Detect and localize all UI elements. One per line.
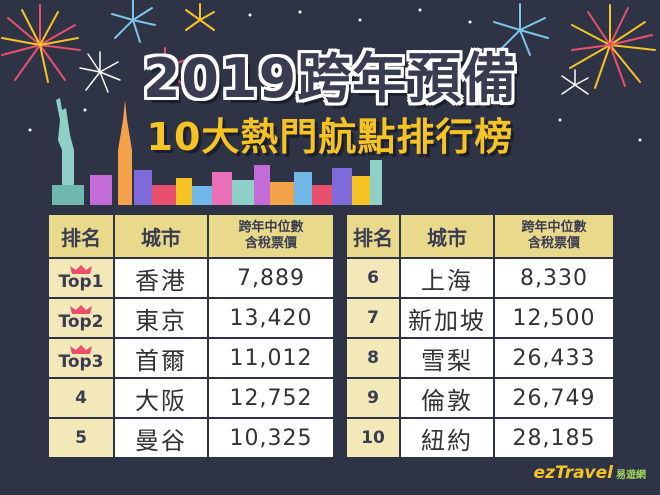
- header-city: 城市: [399, 213, 495, 259]
- firework-icon: [79, 51, 121, 93]
- rank-label: Top3: [58, 351, 104, 372]
- price-cell: 8,330: [493, 257, 615, 299]
- city-cell: 倫敦: [399, 377, 495, 419]
- crown-icon: [70, 304, 92, 314]
- table-row: 5 曼谷 10,325: [47, 417, 335, 459]
- crown-icon: [70, 344, 92, 354]
- firework-icon: [1, 4, 81, 81]
- header-price: 跨年中位數 含稅票價: [207, 213, 335, 259]
- price-cell: 11,012: [207, 337, 335, 379]
- rank-cell: 4: [47, 377, 115, 419]
- table-row: Top3 首爾 11,012: [47, 337, 335, 379]
- header-price-line1: 跨年中位數: [238, 220, 304, 235]
- table-row: 6 上海 8,330: [345, 257, 615, 299]
- city-cell: 新加坡: [399, 297, 495, 339]
- firework-icon: [561, 69, 589, 95]
- rank-cell: 8: [345, 337, 401, 379]
- rank-cell: 5: [47, 417, 115, 459]
- ranking-table-right: 排名 城市 跨年中位數 含稅票價 6 上海 8,330 7 新加坡 12,500…: [345, 213, 615, 459]
- table-header-row: 排名 城市 跨年中位數 含稅票價: [345, 213, 615, 259]
- price-cell: 28,185: [493, 417, 615, 459]
- rank-cell: Top3: [47, 337, 115, 379]
- brand-logo: ezTravel 易遊網: [534, 463, 646, 483]
- price-cell: 12,752: [207, 377, 335, 419]
- rank-cell: Top1: [47, 257, 115, 299]
- rank-cell: 6: [345, 257, 401, 299]
- price-cell: 10,325: [207, 417, 335, 459]
- header-price: 跨年中位數 含稅票價: [493, 213, 615, 259]
- header-city: 城市: [113, 213, 209, 259]
- city-cell: 上海: [399, 257, 495, 299]
- table-row: 8 雪梨 26,433: [345, 337, 615, 379]
- ranking-table-left: 排名 城市 跨年中位數 含稅票價 Top1 香港 7,889 Top2 東京 1…: [47, 213, 335, 459]
- rank-cell: 9: [345, 377, 401, 419]
- brand-name: 易遊網: [616, 470, 646, 481]
- firework-icon: [493, 3, 549, 56]
- city-skyline-icon: [52, 98, 382, 205]
- table-header-row: 排名 城市 跨年中位數 含稅票價: [47, 213, 335, 259]
- firework-icon: [144, 47, 186, 87]
- rank-label: Top2: [58, 311, 104, 332]
- table-row: 7 新加坡 12,500: [345, 297, 615, 339]
- city-cell: 東京: [113, 297, 209, 339]
- brand-logo-text: ezTravel: [533, 463, 613, 483]
- city-cell: 首爾: [113, 337, 209, 379]
- price-cell: 13,420: [207, 297, 335, 339]
- price-cell: 26,749: [493, 377, 615, 419]
- star-icons: [28, 8, 642, 142]
- city-cell: 香港: [113, 257, 209, 299]
- firework-icon: [111, 0, 156, 43]
- price-cell: 7,889: [207, 257, 335, 299]
- rank-cell: 7: [345, 297, 401, 339]
- table-row: Top1 香港 7,889: [47, 257, 335, 299]
- page-title: 2019跨年預備: [142, 47, 518, 110]
- table-row: 9 倫敦 26,749: [345, 377, 615, 419]
- rank-cell: 10: [345, 417, 401, 459]
- city-cell: 曼谷: [113, 417, 209, 459]
- city-cell: 紐約: [399, 417, 495, 459]
- crown-icon: [70, 264, 92, 274]
- city-cell: 雪梨: [399, 337, 495, 379]
- header-price-line2: 含稅票價: [527, 236, 580, 251]
- header-price-line1: 跨年中位數: [521, 220, 587, 235]
- rank-cell: Top2: [47, 297, 115, 339]
- rank-label: Top1: [58, 271, 104, 292]
- firework-icon: [1, 9, 79, 83]
- table-row: 4 大阪 12,752: [47, 377, 335, 419]
- firework-icon: [569, 4, 656, 89]
- firework-icon: [185, 3, 215, 31]
- firework-icon: [571, 7, 653, 87]
- table-row: Top2 東京 13,420: [47, 297, 335, 339]
- header-price-line2: 含稅票價: [244, 236, 297, 251]
- city-cell: 大阪: [113, 377, 209, 419]
- header-rank: 排名: [47, 213, 115, 259]
- table-row: 10 紐約 28,185: [345, 417, 615, 459]
- price-cell: 26,433: [493, 337, 615, 379]
- price-cell: 12,500: [493, 297, 615, 339]
- header-rank: 排名: [345, 213, 401, 259]
- page-subtitle: 10大熱門航點排行榜: [146, 115, 514, 159]
